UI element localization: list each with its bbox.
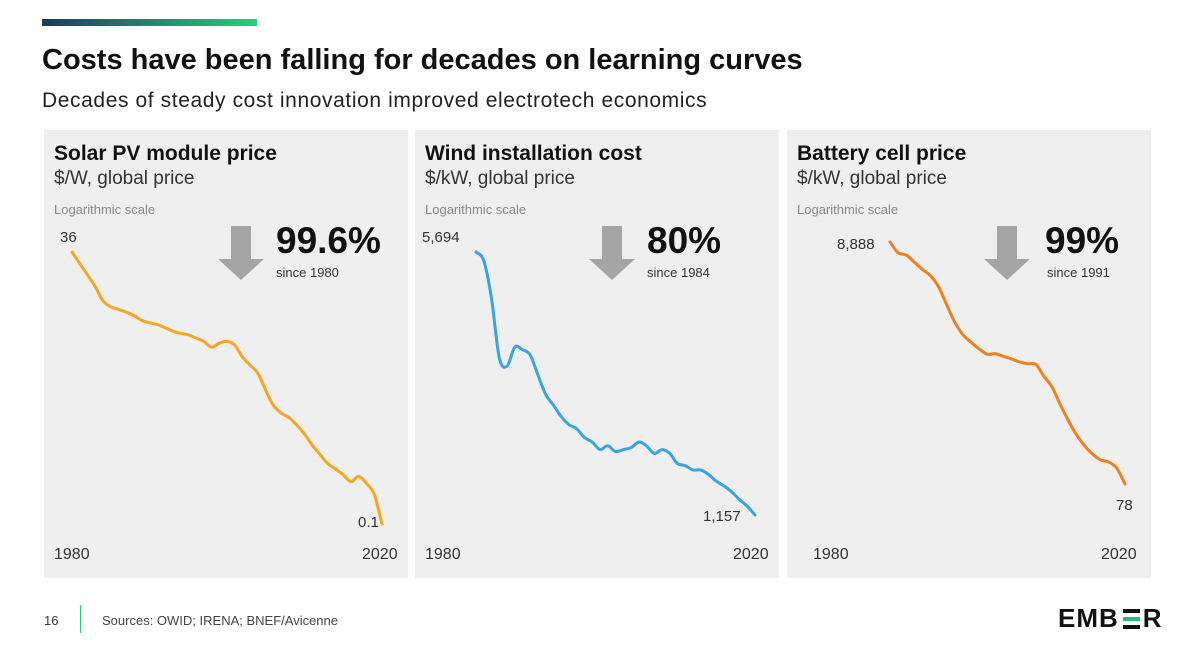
chart-unit: $/kW, global price	[797, 168, 947, 189]
chart-title: Solar PV module price	[54, 142, 277, 165]
x-start-label: 1980	[425, 546, 461, 563]
x-end-label: 2020	[362, 546, 398, 563]
down-arrow-icon	[589, 226, 635, 280]
ember-logo: EMB R	[1058, 603, 1163, 634]
battery-chart-svg	[888, 226, 1127, 486]
series-line	[474, 250, 757, 517]
decline-percentage: 80%	[647, 220, 722, 261]
battery-chart-panel: Battery cell price $/kW, global price Lo…	[787, 130, 1151, 578]
since-label: since 1980	[276, 265, 339, 280]
logo-e-icon	[1122, 608, 1140, 629]
scale-note: Logarithmic scale	[425, 202, 527, 217]
x-end-label: 2020	[1101, 546, 1137, 563]
decline-percentage: 99.6%	[276, 220, 381, 261]
start-value-label: 8,888	[837, 236, 875, 253]
x-end-label: 2020	[733, 546, 769, 563]
wind-chart-panel: Wind installation cost $/kW, global pric…	[415, 130, 779, 578]
page-title: Costs have been falling for decades on l…	[42, 44, 803, 76]
series-line	[888, 240, 1127, 486]
end-value-label: 78	[1116, 497, 1133, 514]
start-value-label: 36	[60, 229, 77, 246]
start-value-label: 5,694	[422, 229, 460, 246]
sources-note: Sources: OWID; IRENA; BNEF/Avicenne	[102, 613, 338, 628]
wind-chart-svg	[474, 226, 757, 517]
page-subtitle: Decades of steady cost innovation improv…	[42, 89, 708, 112]
since-label: since 1991	[1047, 265, 1110, 280]
chart-title: Wind installation cost	[425, 142, 642, 165]
x-start-label: 1980	[813, 546, 849, 563]
header-accent-bar	[42, 19, 257, 26]
logo-text-left: EMB	[1058, 603, 1119, 633]
down-arrow-icon	[984, 226, 1030, 280]
chart-unit: $/kW, global price	[425, 168, 575, 189]
down-arrow-icon	[218, 226, 264, 280]
since-label: since 1984	[647, 265, 710, 280]
solar-chart-panel: Solar PV module price $/W, global price …	[44, 130, 408, 578]
footer-separator	[80, 605, 81, 633]
scale-note: Logarithmic scale	[797, 202, 899, 217]
end-value-label: 1,157	[703, 508, 741, 525]
page-number: 16	[44, 613, 59, 628]
logo-text-right: R	[1142, 603, 1163, 633]
chart-unit: $/W, global price	[54, 168, 195, 189]
decline-percentage: 99%	[1045, 220, 1120, 261]
chart-title: Battery cell price	[797, 142, 967, 165]
scale-note: Logarithmic scale	[54, 202, 156, 217]
solar-chart-svg	[70, 226, 384, 526]
series-line	[70, 250, 384, 526]
end-value-label: 0.1	[358, 514, 379, 531]
x-start-label: 1980	[54, 546, 90, 563]
